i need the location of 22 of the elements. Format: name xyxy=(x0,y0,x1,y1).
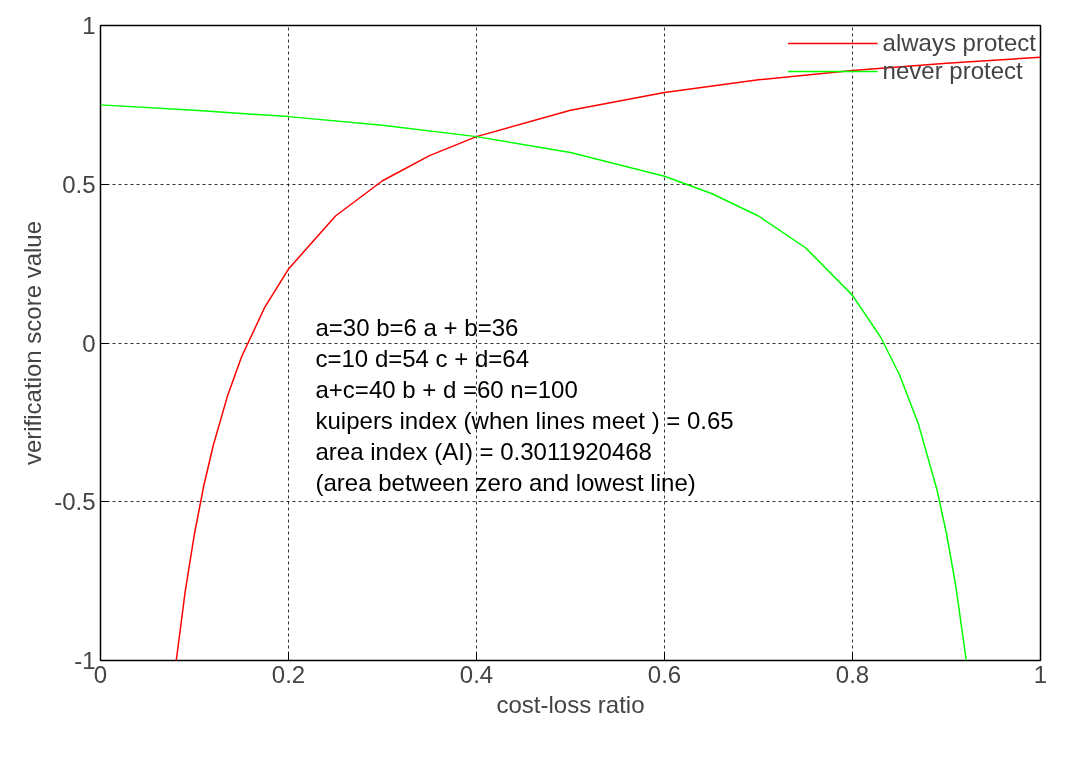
x-tick-label: 0.4 xyxy=(459,660,494,688)
annotation: c=10 d=54 c + d=64 xyxy=(315,344,530,372)
y-axis-title: verification score value xyxy=(19,220,47,466)
y-tick-label: 0 xyxy=(82,329,96,357)
annotation: a=30 b=6 a + b=36 xyxy=(315,313,519,341)
x-tick-label: 0.2 xyxy=(271,660,306,688)
x-tick-label: 0.6 xyxy=(647,660,682,688)
x-tick-label: 1 xyxy=(1033,660,1048,688)
y-tick-label: -1 xyxy=(74,647,96,674)
y-tick-label: 1 xyxy=(82,12,96,39)
annotation: kuipers index (when lines meet ) = 0.65 xyxy=(315,406,734,434)
x-axis-title: cost-loss ratio xyxy=(496,690,645,718)
legend-label: never protect xyxy=(882,57,1023,85)
annotation: a+c=40 b + d =60 n=100 xyxy=(315,375,578,403)
line-series xyxy=(175,56,1041,661)
legend-label: always protect xyxy=(882,29,1036,57)
y-tick-label: -0.5 xyxy=(54,488,96,516)
x-tick-label: 0.8 xyxy=(835,660,870,688)
annotation: (area between zero and lowest line) xyxy=(315,468,696,496)
y-tick-label: 0.5 xyxy=(62,170,96,198)
line-series xyxy=(100,104,967,661)
annotation: area index (AI) = 0.3011920468 xyxy=(315,437,652,465)
